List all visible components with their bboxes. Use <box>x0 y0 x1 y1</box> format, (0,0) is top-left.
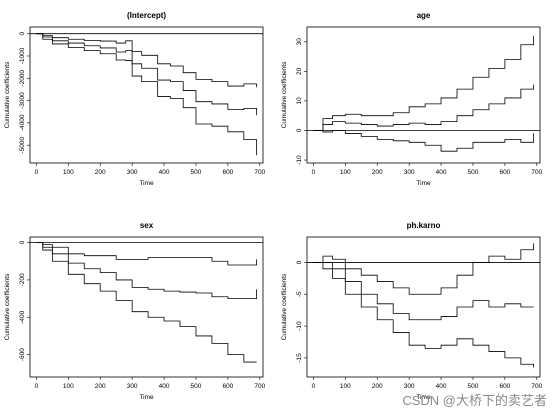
x-tick-label: 100 <box>340 383 351 390</box>
series-step-line <box>36 33 258 88</box>
y-tick-label: -2000 <box>19 70 26 87</box>
y-tick-label: -5000 <box>19 136 26 153</box>
y-axis-label: Cumulative coefficients <box>281 273 288 340</box>
series-step-line <box>313 130 535 152</box>
y-tick-label: 0 <box>296 128 303 132</box>
y-tick-label: 0 <box>19 240 26 244</box>
series-step-line <box>313 243 535 295</box>
x-tick-label: 300 <box>127 169 138 176</box>
y-tick-label: 0 <box>19 32 26 36</box>
y-tick-label: 20 <box>296 67 303 75</box>
y-tick-label: -3000 <box>19 92 26 109</box>
series-step-line <box>36 33 258 156</box>
x-tick-label: 600 <box>499 383 510 390</box>
y-axis-label: Cumulative coefficients <box>4 61 11 128</box>
y-tick-label: -1000 <box>19 47 26 64</box>
y-tick-label: -15 <box>296 353 303 363</box>
chart-title: (Intercept) <box>127 11 166 20</box>
series-step-line <box>313 84 535 131</box>
chart-panel: 0 100 200 300 400 500 600 700 0 -200 -400 -600 sex Ti… <box>4 221 266 401</box>
x-tick-label: 600 <box>222 383 233 390</box>
chart-panel: 0 100 200 300 400 500 600 700 0 -5 -10 -15 ph.karno T… <box>281 221 543 401</box>
y-tick-label: -600 <box>19 348 26 361</box>
x-tick-label: 700 <box>531 383 542 390</box>
chart-title: ph.karno <box>407 221 441 230</box>
x-tick-label: 200 <box>372 169 383 176</box>
y-tick-label: 30 <box>296 38 303 46</box>
x-tick-label: 600 <box>222 169 233 176</box>
x-tick-label: 500 <box>468 169 479 176</box>
series-step-line <box>313 262 535 368</box>
plot-frame <box>29 26 264 164</box>
series-step-line <box>36 242 258 266</box>
x-tick-label: 300 <box>404 383 415 390</box>
x-tick-label: 700 <box>254 169 265 176</box>
x-tick-label: 100 <box>340 169 351 176</box>
y-tick-label: -10 <box>296 321 303 331</box>
x-tick-label: 100 <box>63 169 74 176</box>
x-tick-label: 300 <box>404 169 415 176</box>
y-axis-label: Cumulative coefficients <box>281 61 288 128</box>
chart-panel: 0 100 200 300 400 500 600 7003020100-10ageTimeC… <box>281 11 543 187</box>
series-step-line <box>36 242 258 299</box>
x-tick-label: 200 <box>95 383 106 390</box>
x-tick-label: 0 <box>312 383 316 390</box>
x-tick-label: 0 <box>35 169 39 176</box>
chart-panel: 0 100 200 300 400 500 600 700 0 -1000 -2000 -3000 -4… <box>4 11 266 187</box>
x-tick-label: 300 <box>127 383 138 390</box>
x-axis-label: Time <box>416 180 431 187</box>
x-tick-label: 400 <box>436 169 447 176</box>
x-tick-label: 400 <box>159 383 170 390</box>
x-tick-label: 0 <box>35 383 39 390</box>
x-tick-label: 200 <box>372 383 383 390</box>
y-tick-label: -400 <box>19 310 26 323</box>
chart-title: sex <box>140 221 154 230</box>
y-tick-label: -10 <box>296 155 303 165</box>
y-axis-label: Cumulative coefficients <box>4 273 11 340</box>
x-tick-label: 500 <box>191 169 202 176</box>
y-tick-label: -5 <box>296 291 303 297</box>
x-tick-label: 700 <box>254 383 265 390</box>
x-tick-label: 400 <box>159 169 170 176</box>
watermark-text: CSDN @大桥下的卖艺者 <box>402 393 547 408</box>
plot-frame <box>306 236 541 378</box>
x-tick-label: 0 <box>312 169 316 176</box>
x-axis-label: Time <box>139 394 154 401</box>
series-step-line <box>36 242 257 363</box>
x-tick-label: 500 <box>191 383 202 390</box>
x-tick-label: 100 <box>63 383 74 390</box>
plot-frame <box>29 236 264 378</box>
chart-title: age <box>417 11 431 20</box>
y-tick-label: 10 <box>296 97 303 105</box>
y-tick-label: -200 <box>19 273 26 286</box>
x-axis-label: Time <box>416 394 431 401</box>
x-tick-label: 600 <box>499 169 510 176</box>
x-axis-label: Time <box>139 180 154 187</box>
y-tick-label: 0 <box>296 260 303 264</box>
series-step-line <box>313 35 535 131</box>
x-tick-label: 700 <box>531 169 542 176</box>
x-tick-label: 500 <box>468 383 479 390</box>
plot-frame <box>306 26 541 164</box>
series-step-line <box>313 262 534 321</box>
x-tick-label: 200 <box>95 169 106 176</box>
series-step-line <box>36 33 258 116</box>
x-tick-label: 400 <box>436 383 447 390</box>
y-tick-label: -4000 <box>19 114 26 131</box>
